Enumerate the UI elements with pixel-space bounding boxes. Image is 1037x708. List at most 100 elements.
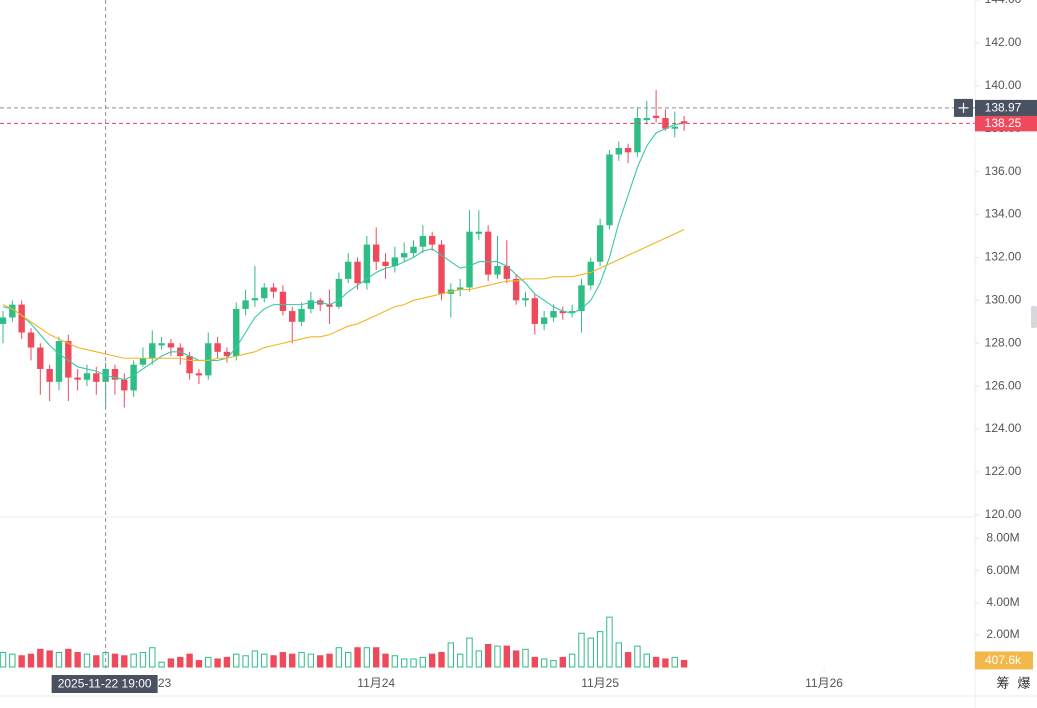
candle-body xyxy=(410,246,417,254)
volume-bar xyxy=(587,637,594,668)
volume-bar xyxy=(662,658,669,668)
volume-bar xyxy=(382,653,389,668)
candle-body xyxy=(335,278,343,307)
candle-body xyxy=(326,304,333,307)
volume-bar xyxy=(9,653,16,668)
y-tick-label: 126.00 xyxy=(985,378,1022,392)
candle-body xyxy=(55,341,63,382)
candle-body xyxy=(587,261,594,286)
candle-body xyxy=(400,253,408,258)
candle-body xyxy=(158,343,165,346)
candle-body xyxy=(0,317,7,324)
candle-body xyxy=(643,117,650,121)
volume-bar xyxy=(46,650,53,668)
toolbar-item[interactable]: 爆 xyxy=(1017,675,1030,690)
volume-bar xyxy=(475,650,483,668)
candle-body xyxy=(512,278,520,301)
volume-bar xyxy=(354,647,361,668)
volume-bar xyxy=(307,653,315,668)
last-volume-label: 407.6k xyxy=(985,653,1022,667)
candle-body xyxy=(279,291,287,312)
volume-bar xyxy=(335,647,343,668)
y-tick-label: 120.00 xyxy=(985,507,1022,521)
volume-bar xyxy=(540,658,548,668)
candle-body xyxy=(540,317,548,324)
candle-body xyxy=(652,115,660,118)
volume-bar xyxy=(419,656,427,668)
volume-bar xyxy=(624,652,632,668)
volume-bar xyxy=(149,647,156,668)
candle-body xyxy=(18,304,25,333)
candle-body xyxy=(568,311,576,314)
volume-bar xyxy=(270,655,277,668)
candle-body xyxy=(93,373,100,382)
candle-body xyxy=(578,285,585,312)
last-price-box xyxy=(975,115,1037,132)
candle-body xyxy=(242,300,249,309)
candle-body xyxy=(419,235,427,247)
volume-bar xyxy=(578,632,585,668)
volume-bar xyxy=(37,648,44,668)
candle-body xyxy=(111,368,119,380)
volume-bar xyxy=(223,656,231,668)
toolbar-item[interactable]: 筹 xyxy=(996,675,1009,690)
volume-bar xyxy=(345,652,352,668)
volume-bar xyxy=(65,648,72,668)
volume-bar xyxy=(634,645,641,668)
x-tick-label: 11月24 xyxy=(357,676,395,690)
candle-body xyxy=(475,231,483,234)
side-handle[interactable] xyxy=(1031,306,1037,328)
y-tick-label: 142.00 xyxy=(985,35,1022,49)
crosshair-plus-icon xyxy=(958,102,969,113)
volume-bar xyxy=(503,645,511,668)
candle-body xyxy=(456,287,464,290)
volume-bar xyxy=(484,644,492,668)
volume-bar xyxy=(466,637,473,668)
volume-bar xyxy=(18,655,25,668)
moving-average-line xyxy=(2,122,685,381)
candle-body xyxy=(503,266,511,279)
volume-bar xyxy=(550,660,557,668)
candle-body xyxy=(46,368,53,382)
candle-body xyxy=(354,261,361,284)
candle-body xyxy=(438,244,445,294)
candle-body xyxy=(428,235,436,245)
volume-bar xyxy=(456,653,464,668)
volume-bar xyxy=(522,648,529,668)
candle-body xyxy=(484,231,492,275)
volume-bar xyxy=(289,653,296,668)
volume-bar xyxy=(121,655,128,668)
volume-bar xyxy=(326,653,333,668)
volume-bar xyxy=(438,652,445,668)
volume-bar xyxy=(373,647,380,668)
volume-bar xyxy=(130,653,137,668)
candle-body xyxy=(139,358,147,365)
candle-body xyxy=(680,121,688,124)
candle-body xyxy=(270,287,277,292)
volume-bar xyxy=(559,656,566,668)
candle-body xyxy=(214,343,221,352)
candle-body xyxy=(121,379,128,391)
volume-bar xyxy=(242,655,249,668)
candle-body xyxy=(671,126,678,129)
candle-body xyxy=(466,231,473,288)
volume-bar xyxy=(531,656,539,668)
volume-bar xyxy=(93,655,100,668)
x-tick-label: 11月25 xyxy=(581,676,619,690)
volume-bar xyxy=(177,656,184,668)
candle-body xyxy=(205,343,212,376)
y-tick-label: 122.00 xyxy=(985,464,1022,478)
candle-body xyxy=(307,300,315,309)
volume-bar xyxy=(615,642,622,668)
candle-body xyxy=(261,287,268,299)
y-tick-label: 132.00 xyxy=(985,250,1022,264)
y-tick-label: 134.00 xyxy=(985,207,1022,221)
volume-bar xyxy=(55,652,63,668)
volume-bar xyxy=(391,655,399,668)
volume-bar xyxy=(400,658,408,668)
volume-bar xyxy=(74,652,81,668)
volume-bar xyxy=(261,653,268,668)
volume-bar xyxy=(363,647,371,668)
y-tick-label: 140.00 xyxy=(985,78,1022,92)
